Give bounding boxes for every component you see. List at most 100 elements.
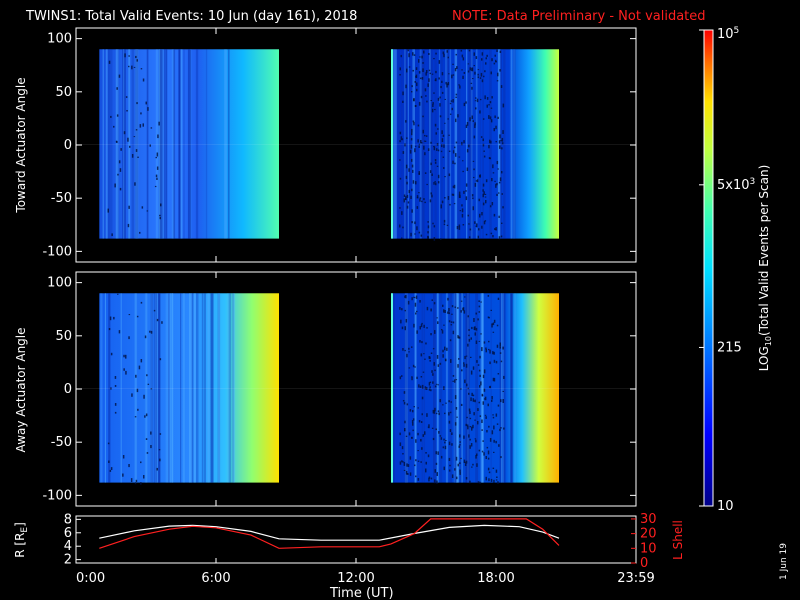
speckle — [496, 80, 499, 82]
speckle — [463, 459, 466, 463]
streak — [407, 49, 409, 239]
streak — [461, 293, 463, 483]
speckle — [424, 88, 427, 92]
edge-highlight — [391, 49, 393, 239]
speckle — [416, 195, 419, 199]
speckle — [498, 444, 500, 447]
speckle — [475, 340, 478, 344]
speckle — [399, 74, 401, 76]
speckle — [468, 338, 471, 342]
streak — [436, 293, 439, 483]
speckle — [449, 203, 451, 206]
speckle — [471, 426, 473, 431]
speckle — [472, 398, 475, 402]
speckle — [468, 49, 471, 52]
speckle — [451, 107, 453, 111]
speckle — [484, 220, 487, 222]
speckle — [150, 330, 153, 334]
speckle — [488, 340, 490, 343]
speckle — [435, 462, 438, 465]
speckle — [141, 206, 144, 209]
speckle — [462, 307, 464, 311]
speckle — [434, 108, 436, 111]
speckle — [119, 168, 122, 172]
streak — [144, 293, 147, 483]
speckle — [411, 158, 413, 162]
streak — [171, 49, 175, 239]
speckle — [466, 424, 469, 427]
streak — [232, 293, 234, 483]
speckle — [457, 307, 459, 309]
speckle — [495, 141, 497, 143]
speckle — [442, 304, 444, 307]
speckle — [124, 53, 126, 58]
speckle — [140, 68, 143, 70]
speckle — [487, 467, 490, 471]
speckle — [413, 296, 415, 298]
speckle — [405, 84, 407, 89]
speckle — [470, 82, 473, 84]
speckle — [399, 307, 401, 310]
speckle — [486, 97, 489, 100]
speckle — [446, 224, 449, 226]
speckle — [159, 214, 161, 217]
speckle — [487, 403, 489, 407]
speckle — [497, 116, 499, 119]
speckle — [474, 438, 477, 440]
speckle — [492, 164, 494, 169]
speckle — [485, 476, 487, 481]
speckle — [496, 344, 499, 348]
speckle — [455, 53, 457, 56]
speckle — [425, 342, 427, 345]
speckle — [483, 75, 485, 78]
ytick-label: 0 — [64, 382, 72, 397]
speckle — [481, 450, 484, 453]
speckle — [134, 416, 137, 418]
speckle — [411, 209, 413, 213]
speckle — [140, 482, 142, 485]
speckle — [492, 235, 494, 238]
speckle — [156, 152, 159, 157]
speckle — [477, 421, 479, 425]
speckle — [440, 150, 443, 153]
speckle — [448, 320, 451, 323]
speckle — [440, 238, 442, 240]
speckle — [406, 194, 409, 198]
speckle — [422, 434, 424, 437]
speckle — [153, 309, 156, 312]
speckle — [502, 346, 504, 350]
speckle — [493, 479, 495, 483]
streak — [468, 49, 471, 239]
speckle — [451, 74, 453, 79]
streak — [117, 49, 120, 239]
speckle — [455, 407, 458, 410]
speckle — [416, 226, 418, 231]
speckle — [427, 83, 429, 87]
speckle — [474, 326, 476, 331]
streak — [135, 49, 139, 239]
speckle — [474, 419, 476, 421]
speckle — [159, 433, 162, 435]
speckle — [417, 124, 420, 127]
speckle — [413, 54, 416, 56]
streak — [134, 49, 137, 239]
speckle — [149, 330, 151, 333]
speckle — [143, 394, 145, 399]
speckle — [422, 68, 424, 72]
speckle — [440, 85, 442, 89]
speckle — [431, 194, 433, 198]
streak — [150, 293, 153, 483]
speckle — [412, 429, 414, 432]
speckle — [411, 85, 413, 88]
speckle — [478, 449, 481, 452]
streak — [128, 49, 131, 239]
streak — [210, 293, 214, 483]
speckle — [448, 134, 450, 136]
speckle — [432, 222, 434, 225]
speckle — [501, 147, 503, 150]
speckle — [457, 364, 459, 368]
series-line — [99, 518, 560, 549]
speckle — [493, 359, 496, 363]
speckle — [109, 316, 112, 321]
streak — [428, 49, 432, 239]
